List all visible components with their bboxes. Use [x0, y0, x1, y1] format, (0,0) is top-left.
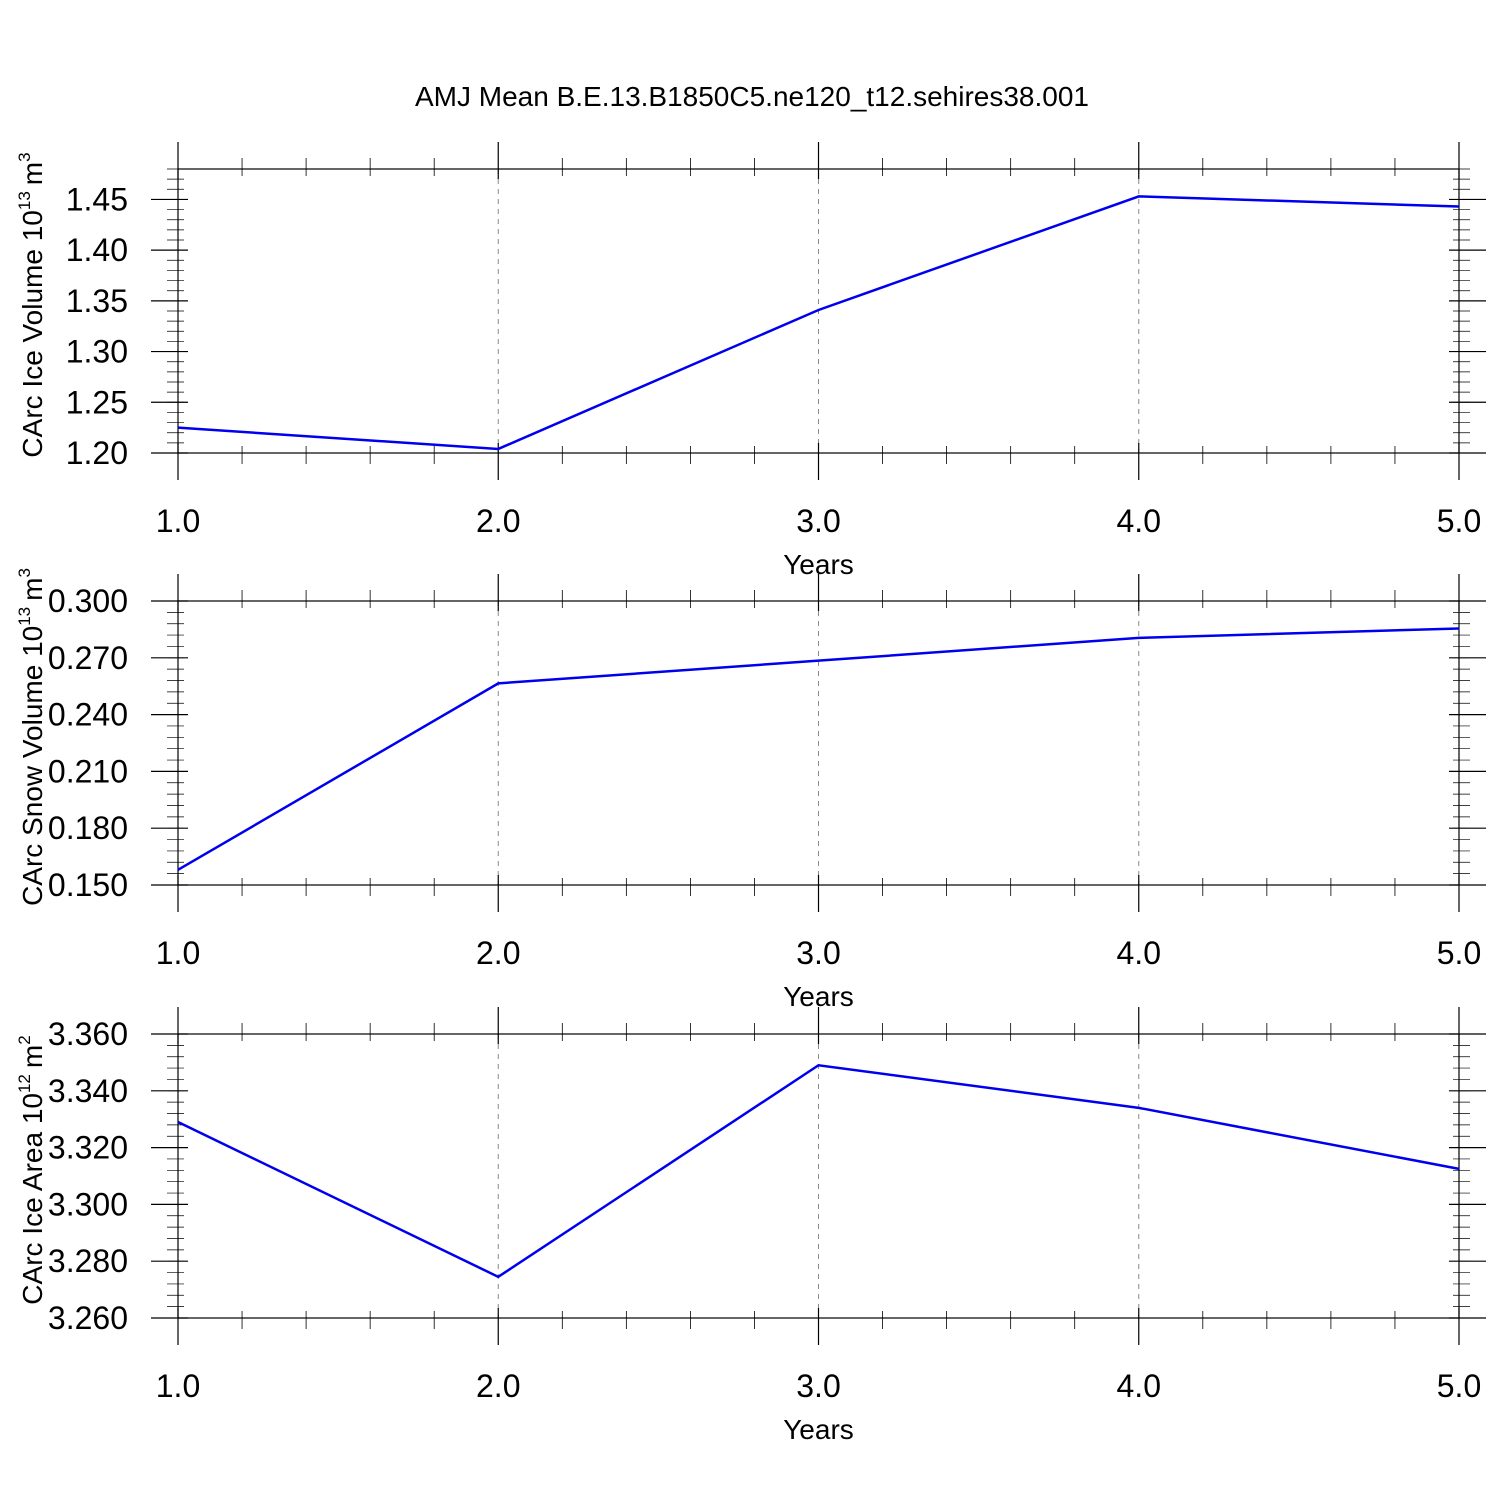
- series-line-1: [177, 195, 1460, 451]
- y-axis-title-unit-exponent: 3: [15, 568, 34, 577]
- x-tick-label: 2.0: [476, 935, 520, 971]
- x-tick-label: 1.0: [156, 1368, 200, 1404]
- x-tick-label: 5.0: [1437, 503, 1481, 539]
- x-tick-label: 4.0: [1117, 1368, 1161, 1404]
- y-axis-title-text: CArc Ice Volume 10: [17, 210, 48, 457]
- y-tick-label: 1.40: [66, 232, 128, 268]
- y-tick-label: 1.20: [66, 435, 128, 471]
- y-tick-label: 3.340: [48, 1073, 128, 1109]
- x-tick-label: 3.0: [796, 935, 840, 971]
- y-axis-title-exponent: 12: [15, 1074, 34, 1093]
- y-axis-title-text: CArc Snow Volume 10: [17, 626, 48, 906]
- x-tick-label: 2.0: [476, 503, 520, 539]
- figure-title: AMJ Mean B.E.13.B1850C5.ne120_t12.sehire…: [415, 81, 1089, 112]
- y-tick-label: 0.150: [48, 867, 128, 903]
- y-axis-title-text: CArc Ice Area 10: [17, 1093, 48, 1305]
- x-axis-title: Years: [783, 1414, 854, 1445]
- x-tick-label: 1.0: [156, 503, 200, 539]
- y-tick-label: 3.260: [48, 1300, 128, 1336]
- y-axis-title: CArc Ice Volume 1013 m3: [15, 152, 48, 457]
- y-axis-title: CArc Ice Area 1012 m2: [15, 1035, 48, 1304]
- series-line-1: [177, 627, 1460, 871]
- y-axis-title-unit: m: [17, 578, 48, 601]
- y-tick-label: 0.240: [48, 697, 128, 733]
- chart-panel-1: 1.0 2.0 3.0 4.0 5.01.201.251.301.351.401.45Y…: [15, 142, 1486, 580]
- y-tick-label: 0.300: [48, 583, 128, 619]
- y-tick-label: 0.180: [48, 810, 128, 846]
- y-tick-label: 0.210: [48, 753, 128, 789]
- series-line-1: [177, 1063, 1460, 1279]
- y-tick-label: 3.280: [48, 1243, 128, 1279]
- panels: 1.0 2.0 3.0 4.0 5.0 1.20 1.25 1.30 1.35 1.40 1.45 Y…: [15, 142, 1486, 1445]
- y-axis-title-unit: m: [17, 162, 48, 185]
- chart-panel-2: 1.0 2.0 3.0 4.0 5.0 0.150 0.180 0.210 0.240 0.270…: [15, 568, 1486, 1012]
- y-tick-label: 3.360: [48, 1016, 128, 1052]
- x-tick-label: 1.0: [156, 935, 200, 971]
- y-tick-label: 1.35: [66, 283, 128, 319]
- x-axis-title: Years: [783, 981, 854, 1012]
- y-tick-label: 1.25: [66, 384, 128, 420]
- y-tick-label: 3.320: [48, 1130, 128, 1166]
- y-tick-label: 1.30: [66, 334, 128, 370]
- chart-panel-3: 1.0 2.0 3.0 4.0 5.0 3.260 3.280 3.300 3.320 3.340…: [15, 1007, 1486, 1445]
- x-tick-label: 4.0: [1117, 935, 1161, 971]
- y-axis-title-unit-exponent: 2: [15, 1035, 34, 1044]
- y-axis-title: CArc Snow Volume 1013 m3: [15, 568, 48, 906]
- y-axis-title-unit-exponent: 3: [15, 152, 34, 161]
- y-tick-label: 0.270: [48, 640, 128, 676]
- x-tick-label: 4.0: [1117, 503, 1161, 539]
- x-tick-label: 3.0: [796, 503, 840, 539]
- y-axis-title-unit: m: [17, 1045, 48, 1068]
- x-tick-label: 3.0: [796, 1368, 840, 1404]
- x-tick-label: 5.0: [1437, 1368, 1481, 1404]
- x-tick-label: 2.0: [476, 1368, 520, 1404]
- y-axis-title-exponent: 13: [15, 191, 34, 210]
- y-tick-label: 1.45: [66, 181, 128, 217]
- y-axis-title-exponent: 13: [15, 607, 34, 626]
- y-tick-label: 3.300: [48, 1186, 128, 1222]
- x-tick-label: 5.0: [1437, 935, 1481, 971]
